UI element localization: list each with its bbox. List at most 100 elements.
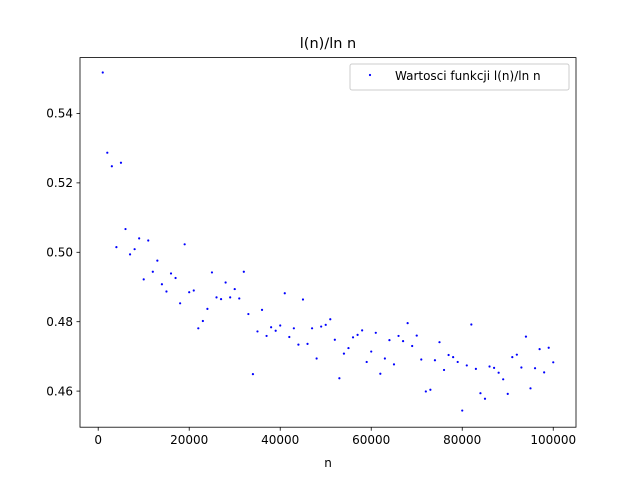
x-tick-label: 60000 — [352, 433, 390, 447]
data-point — [533, 367, 537, 370]
data-point — [483, 397, 487, 400]
data-point — [147, 239, 150, 242]
data-point — [365, 360, 368, 364]
data-point — [151, 270, 154, 273]
data-point — [383, 357, 386, 360]
data-point — [524, 335, 528, 338]
x-axis: 0 20000 40000 60000 80000 100000 — [94, 427, 576, 447]
data-point — [179, 302, 182, 305]
data-point — [333, 338, 336, 341]
data-point — [138, 237, 141, 240]
data-point — [424, 390, 427, 393]
x-tick-label: 20000 — [170, 433, 208, 447]
data-point — [174, 276, 177, 280]
data-point — [292, 327, 295, 330]
data-point — [470, 323, 473, 326]
data-point — [388, 338, 391, 342]
data-point — [356, 333, 359, 336]
data-point — [438, 341, 441, 344]
x-tick-label: 40000 — [261, 433, 299, 447]
x-tick-label: 100000 — [530, 433, 576, 447]
data-point — [447, 353, 450, 357]
data-point — [188, 291, 191, 294]
data-point — [397, 334, 400, 338]
data-point — [488, 365, 491, 368]
data-point — [543, 371, 546, 374]
data-point — [338, 377, 341, 380]
data-point — [274, 329, 277, 332]
data-point — [392, 363, 396, 366]
data-point — [552, 361, 555, 364]
legend-marker — [368, 73, 372, 77]
data-point — [115, 245, 118, 249]
data-point — [361, 329, 364, 332]
data-point — [256, 330, 259, 333]
data-point — [351, 336, 355, 339]
data-point — [529, 387, 532, 390]
data-point — [283, 292, 286, 295]
data-point — [497, 371, 500, 374]
data-point — [420, 358, 423, 361]
data-point — [242, 270, 245, 273]
data-point — [347, 346, 350, 350]
data-point — [247, 312, 250, 316]
data-point — [219, 298, 223, 301]
y-tick-label: 0.50 — [46, 245, 73, 259]
data-point — [106, 151, 109, 154]
data-point — [433, 359, 437, 362]
data-point — [156, 259, 159, 262]
data-point — [238, 297, 241, 300]
data-point — [233, 287, 236, 291]
data-point — [229, 296, 232, 299]
data-point — [492, 366, 496, 369]
data-point — [479, 392, 482, 395]
data-point — [442, 368, 446, 372]
data-point — [119, 161, 123, 164]
data-point — [297, 343, 300, 346]
data-point — [110, 165, 113, 168]
data-point — [133, 248, 136, 251]
chart-title: l(n)/ln n — [300, 36, 356, 52]
data-point — [406, 321, 409, 325]
legend-label: Wartosci funkcji l(n)/ln n — [395, 69, 541, 83]
data-point — [452, 356, 455, 359]
data-point — [124, 227, 127, 231]
data-point — [374, 331, 377, 334]
data-point — [279, 324, 282, 327]
data-point — [306, 342, 309, 346]
data-point — [310, 327, 314, 330]
data-point — [210, 271, 214, 274]
data-point — [183, 243, 186, 246]
data-point — [370, 350, 373, 353]
data-point — [288, 335, 291, 339]
data-point — [301, 298, 305, 301]
data-point — [165, 290, 168, 293]
data-point — [324, 323, 327, 326]
data-point — [342, 352, 346, 355]
data-point — [411, 344, 414, 348]
data-point — [506, 392, 509, 395]
data-point — [511, 356, 514, 359]
data-point — [251, 373, 255, 376]
data-point — [224, 281, 227, 284]
y-tick-label: 0.52 — [46, 176, 73, 190]
data-point — [201, 319, 204, 323]
data-point — [270, 326, 273, 329]
data-point — [465, 364, 468, 367]
data-point — [101, 71, 104, 74]
data-point — [160, 283, 164, 286]
data-point — [260, 308, 264, 311]
y-axis: 0.46 0.48 0.50 0.52 0.54 — [46, 107, 80, 398]
data-point — [192, 289, 195, 292]
data-point — [206, 307, 209, 310]
data-point — [329, 318, 332, 321]
data-point — [538, 348, 541, 351]
data-point — [320, 325, 323, 328]
data-point — [265, 334, 268, 338]
y-tick-label: 0.48 — [46, 315, 73, 329]
data-point — [401, 340, 405, 343]
legend: Wartosci funkcji l(n)/ln n — [349, 63, 570, 91]
legend-box — [349, 63, 570, 91]
x-tick-label: 0 — [94, 433, 102, 447]
